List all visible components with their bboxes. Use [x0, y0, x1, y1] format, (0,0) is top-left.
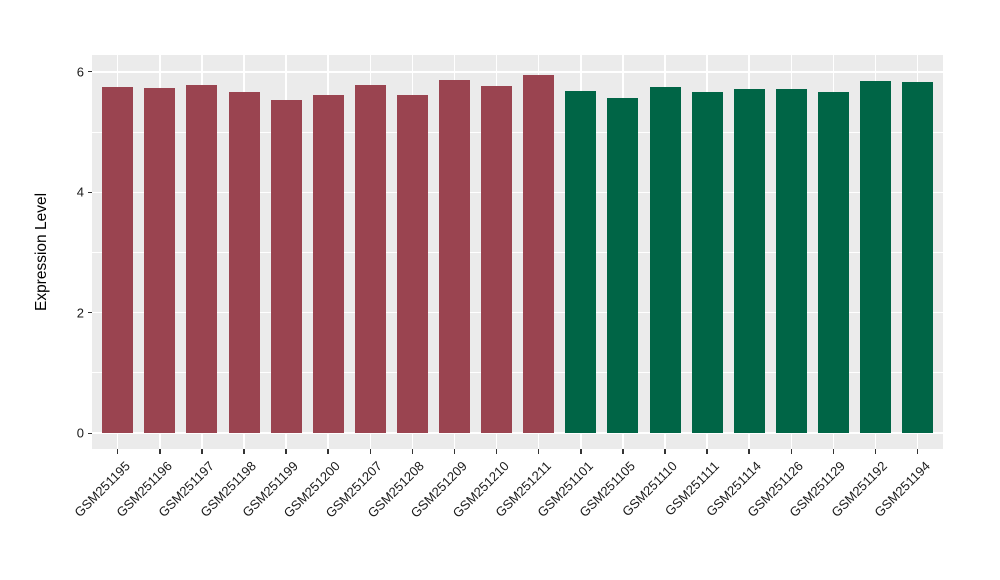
x-tick-mark	[411, 449, 414, 454]
bar-GSM251126	[775, 88, 807, 433]
x-tick-mark	[832, 449, 835, 454]
bar-GSM251192	[860, 81, 891, 433]
bar-GSM251196	[144, 88, 176, 433]
x-tick-mark	[159, 449, 161, 454]
minor-gridline	[92, 131, 943, 133]
bar-GSM251208	[396, 95, 428, 433]
bar-GSM251200	[312, 94, 344, 433]
bar-GSM251209	[439, 79, 470, 433]
bar-GSM251207	[354, 85, 386, 433]
major-gridline	[92, 432, 943, 434]
y-tick-label-text: 4	[76, 184, 84, 200]
y-tick-mark	[88, 191, 92, 193]
x-tick-mark	[622, 449, 624, 454]
x-tick-mark	[369, 449, 372, 454]
x-tick-mark	[327, 449, 329, 454]
bar-GSM251129	[817, 91, 849, 433]
bar-GSM251110	[649, 87, 681, 433]
x-tick-mark	[537, 449, 540, 454]
bar-GSM251210	[481, 85, 513, 433]
x-tick-mark	[916, 449, 919, 454]
y-tick-label-text: 2	[76, 305, 84, 321]
minor-gridline	[92, 372, 943, 374]
minor-gridline	[92, 252, 943, 253]
y-axis-title-text: Expression Level	[33, 192, 50, 312]
x-tick-mark	[706, 449, 708, 454]
major-gridline	[92, 311, 943, 314]
x-tick-mark	[453, 449, 456, 454]
plot-panel	[92, 55, 943, 449]
bar-GSM251199	[270, 99, 302, 433]
y-tick-label-text: 0	[76, 425, 84, 441]
bar-GSM251114	[733, 89, 765, 433]
y-tick-mark	[88, 432, 92, 434]
major-gridline	[92, 191, 943, 194]
bar-GSM251105	[607, 98, 639, 433]
x-tick-mark	[664, 449, 666, 454]
y-tick-mark	[88, 312, 92, 314]
x-tick-mark	[201, 449, 203, 454]
major-gridline	[92, 71, 943, 73]
x-tick-mark	[495, 449, 498, 454]
x-tick-mark	[116, 449, 119, 454]
bar-GSM251111	[691, 91, 723, 433]
y-tick-label-text: 6	[76, 64, 84, 80]
bar-GSM251194	[902, 81, 934, 433]
bar-GSM251195	[102, 87, 134, 433]
bar-GSM251198	[228, 91, 260, 433]
x-tick-mark	[243, 449, 245, 454]
y-tick-mark	[88, 71, 92, 73]
x-tick-mark	[748, 449, 750, 454]
x-tick-mark	[790, 449, 793, 454]
bar-GSM251211	[523, 74, 555, 433]
x-tick-mark	[874, 449, 877, 454]
x-tick-mark	[285, 449, 287, 454]
bar-GSM251101	[565, 91, 597, 433]
x-tick-mark	[580, 449, 582, 454]
bar-GSM251197	[186, 84, 218, 433]
